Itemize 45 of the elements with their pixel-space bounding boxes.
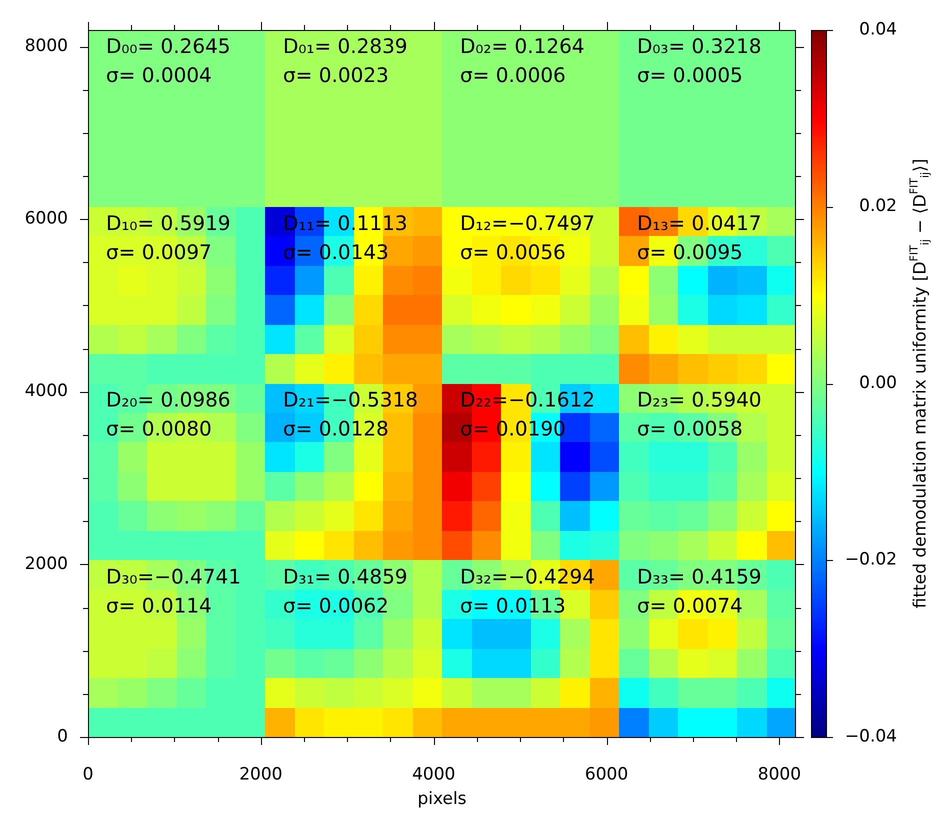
color-bar-label: 0.00 bbox=[859, 372, 897, 393]
x-tick-label: 0 bbox=[82, 764, 94, 785]
color-bar-label: 0.04 bbox=[859, 19, 897, 40]
annotation: D₁₂=−0.7497 bbox=[460, 210, 595, 235]
annotation: σ= 0.0023 bbox=[283, 63, 389, 88]
y-tick-label: 6000 bbox=[24, 208, 68, 229]
annotation: D₀₃= 0.3218 bbox=[637, 34, 762, 58]
color-bar-label: 0.02 bbox=[859, 196, 897, 216]
annotation: D₃₀=−0.4741 bbox=[106, 564, 241, 588]
annotation: D₁₀= 0.5919 bbox=[106, 210, 231, 235]
annotation: σ= 0.0190 bbox=[460, 416, 566, 441]
annotation: σ= 0.0004 bbox=[106, 63, 212, 88]
annotation: σ= 0.0097 bbox=[106, 240, 212, 264]
annotation: σ= 0.0143 bbox=[283, 240, 389, 264]
y-tick-label: 2000 bbox=[24, 554, 68, 574]
annotation: σ= 0.0074 bbox=[637, 593, 743, 618]
annotation: D₃₂=−0.4294 bbox=[460, 564, 595, 588]
annotation: D₃₃= 0.4159 bbox=[637, 564, 762, 588]
annotation: σ= 0.0095 bbox=[637, 240, 743, 264]
y-tick-label: 4000 bbox=[24, 381, 68, 402]
annotation: D₀₀= 0.2645 bbox=[106, 34, 231, 58]
annotation: σ= 0.0006 bbox=[460, 63, 566, 88]
annotation: D₃₁= 0.4859 bbox=[283, 564, 408, 588]
color-bar-label: −0.04 bbox=[844, 726, 897, 746]
x-tick-label: 6000 bbox=[584, 764, 628, 785]
annotation: D₂₂=−0.1612 bbox=[460, 388, 595, 412]
annotation: σ= 0.0056 bbox=[460, 240, 566, 264]
x-tick-label: 2000 bbox=[239, 764, 282, 785]
color-bar-label: −0.02 bbox=[844, 550, 897, 570]
color-bar-title: fitted demodulation matrix uniformity [DFITij − ⟨DFITij⟩] bbox=[907, 158, 932, 608]
annotation: σ= 0.0058 bbox=[637, 416, 743, 441]
annotation: D₂₃= 0.5940 bbox=[637, 388, 762, 412]
annotation: D₀₂= 0.1264 bbox=[460, 34, 585, 58]
y-tick-label: 8000 bbox=[24, 36, 68, 56]
x-axis-title: pixels bbox=[417, 789, 467, 810]
annotation: σ= 0.0114 bbox=[106, 593, 212, 618]
x-tick-label: 4000 bbox=[412, 764, 456, 785]
x-tick-label: 8000 bbox=[758, 764, 802, 785]
y-tick-label: 0 bbox=[57, 726, 68, 746]
annotation: σ= 0.0005 bbox=[637, 63, 743, 88]
annotation: σ= 0.0062 bbox=[283, 593, 389, 618]
annotation: D₂₀= 0.0986 bbox=[106, 388, 231, 412]
annotation: D₀₁= 0.2839 bbox=[283, 34, 408, 58]
annotation: D₁₃= 0.0417 bbox=[637, 210, 762, 235]
annotation: σ= 0.0080 bbox=[106, 416, 212, 441]
